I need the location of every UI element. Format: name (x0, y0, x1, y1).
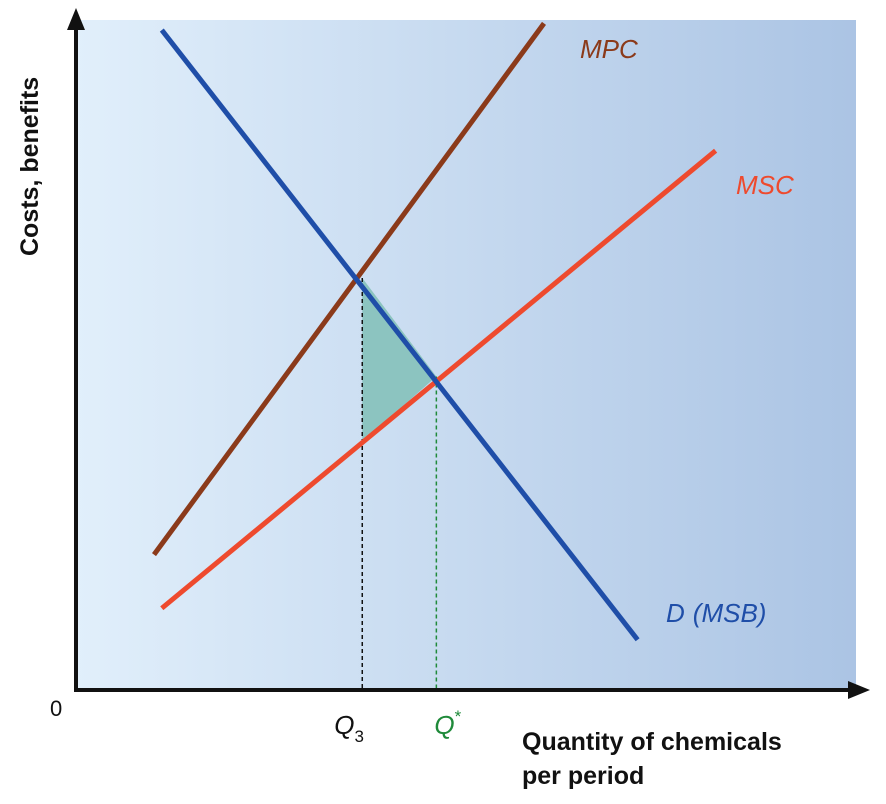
demand-label: D (MSB) (666, 598, 766, 628)
msc-label: MSC (736, 170, 794, 200)
x-axis-arrow-icon (848, 681, 870, 699)
qstar-symbol: Q (434, 710, 454, 740)
qstar-tick-label: Q* (434, 707, 461, 740)
x-axis-title-line1: Quantity of chemicals (522, 728, 782, 756)
y-axis-arrow-icon (67, 8, 85, 30)
q3-subscript: 3 (354, 727, 363, 746)
mpc-label: MPC (580, 34, 638, 64)
demand-msb-line (159, 28, 640, 642)
msc-line (160, 148, 718, 611)
q3-symbol: Q (334, 710, 354, 740)
deadweight-loss-triangle (362, 277, 437, 443)
x-axis-title-line2: per period (522, 762, 644, 790)
q3-tick-label: Q3 (334, 710, 364, 746)
demand-label-paren: (MSB) (693, 598, 767, 628)
mpc-line (151, 21, 547, 557)
y-axis-title: Costs, benefits (16, 77, 44, 256)
qstar-superscript: * (455, 707, 462, 726)
origin-label: 0 (50, 696, 62, 721)
demand-label-main: D (666, 598, 685, 628)
